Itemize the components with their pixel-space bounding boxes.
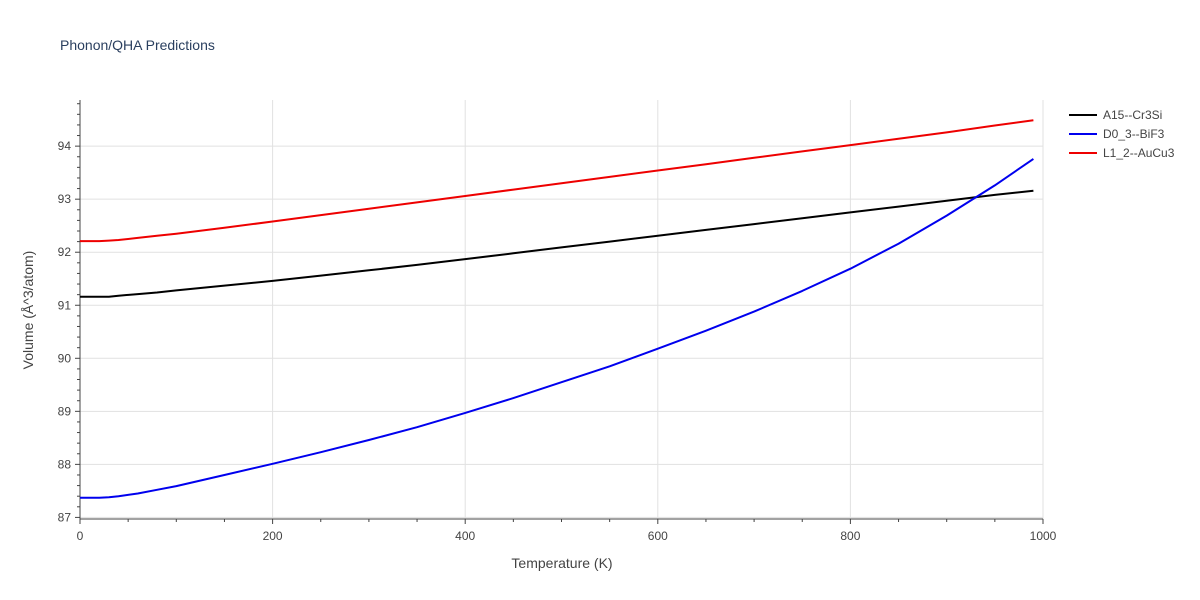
y-tick-label: 91: [58, 298, 72, 312]
series-line-a15-cr3si: [80, 189, 1034, 298]
y-tick-label: 90: [58, 351, 72, 365]
grid: [80, 100, 1044, 519]
y-tick-label: 87: [58, 510, 72, 524]
legend-label: A15--Cr3Si: [1103, 108, 1162, 122]
x-tick-label: 600: [648, 529, 668, 543]
legend-item[interactable]: A15--Cr3Si: [1069, 108, 1162, 122]
x-tick-label: 400: [455, 529, 475, 543]
chart-title: Phonon/QHA Predictions: [60, 37, 215, 53]
y-tick-label: 89: [58, 404, 72, 418]
legend[interactable]: A15--Cr3Si D0_3--BiF3 L1_2--AuCu3: [1069, 108, 1175, 160]
legend-label: D0_3--BiF3: [1103, 127, 1165, 141]
x-tick-label: 0: [77, 529, 84, 543]
y-tick-label: 93: [58, 192, 72, 206]
legend-label: L1_2--AuCu3: [1103, 146, 1175, 160]
x-tick-label: 200: [263, 529, 283, 543]
legend-item[interactable]: D0_3--BiF3: [1069, 127, 1165, 141]
x-axis-title: Temperature (K): [511, 555, 612, 571]
axes: 0 200 400 600 800 1000 87 88 89 90 91 92 93 94: [58, 100, 1057, 543]
y-axis-title: Volume (Å^3/atom): [20, 251, 36, 370]
x-tick-label: 800: [840, 529, 860, 543]
series-layer: [80, 119, 1034, 499]
y-tick-label: 92: [58, 245, 72, 259]
x-tick-label: 1000: [1030, 529, 1057, 543]
series-line-l1-2-aucu3: [80, 119, 1034, 243]
legend-item[interactable]: L1_2--AuCu3: [1069, 146, 1175, 160]
series-line-d0-3-bif3: [80, 158, 1034, 499]
y-tick-label: 94: [58, 139, 72, 153]
y-tick-label: 88: [58, 457, 72, 471]
